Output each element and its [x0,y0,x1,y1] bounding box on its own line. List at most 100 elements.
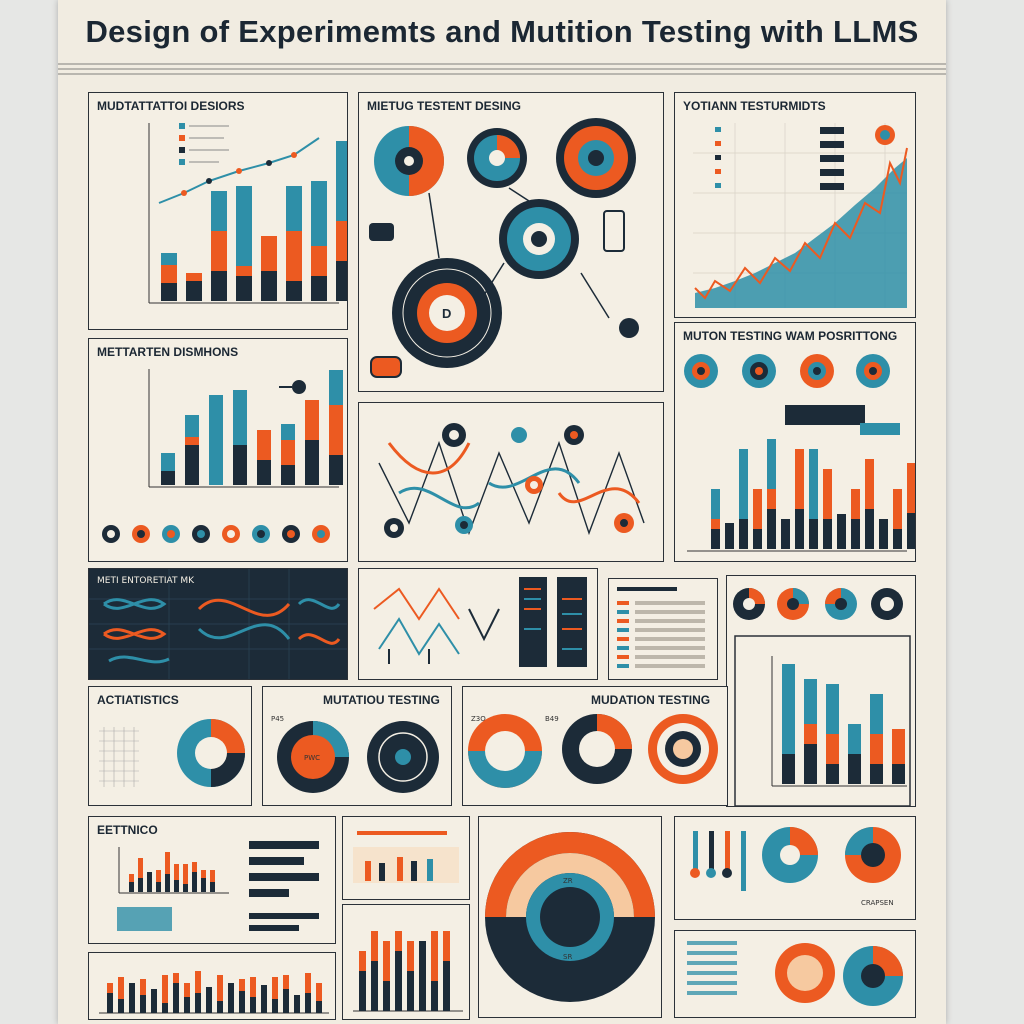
bar-segment [138,858,143,878]
panel-entoretiat: METI ENTORETIAT MK [88,568,348,680]
panel-gauges: CRAPSEN [674,816,916,920]
bar-segment [118,977,124,999]
bar-segment [173,973,179,983]
donut-label: ZR [563,877,573,885]
bar-segment [870,764,883,784]
bar-segment [233,390,247,445]
bar-segment [211,231,227,271]
panel-mutatiou-testing: MUTATIOU TESTING P45 PWC [262,686,452,806]
bar-segment [236,186,252,266]
table-row-marker [617,646,629,650]
table-row-line [635,646,705,650]
bar-segment [739,449,748,519]
bar-segment [826,684,839,734]
bar-segment [431,931,438,981]
panel-title: METI ENTORETIAT MK [97,576,195,586]
bar-segment [711,529,720,549]
bar-segment [767,509,776,549]
panel-donut-legend [726,575,916,807]
donut-bar-panel [733,588,911,806]
bar-segment [443,931,450,961]
bar-segment [336,261,347,301]
table-row-marker [617,628,629,632]
bar-segment [782,664,795,754]
thermometer-icons [690,831,746,891]
poster: Design of Experimemts and Mutition Testi… [58,0,946,1024]
bar-segment [201,870,206,878]
panel-tree-diagram [358,568,598,680]
bar-segment [257,460,271,485]
panel-title: METTARTEN DISMHONS [97,345,239,359]
panel-title: MUTON TESTING WAM POSRITTONG [683,329,898,343]
bar-segment [781,519,790,549]
bar-segment [907,463,915,513]
bar-segment [329,405,343,455]
bar-segment [261,236,277,271]
bar-segment [250,977,256,997]
mini-bar-chart [353,831,459,883]
bar-segment [156,870,161,882]
caption-label: CRAPSEN [861,899,894,907]
bar-segment [147,872,152,892]
donut-row: Z3Q B49 [468,714,718,788]
bar-segment [823,519,832,549]
bar-segment [892,729,905,764]
bar-segment [407,971,414,1011]
bar-segment [161,253,177,265]
bar-segment [185,437,199,445]
bar-segment [206,987,212,1013]
bar-segment [281,465,295,485]
table-row-marker [617,664,629,668]
bar-segment [809,449,818,519]
bar-segment [804,724,817,744]
graph-nodes [384,423,634,538]
bar-segment [286,186,302,231]
bar-segment [893,489,902,529]
circle-network-diagram: D [369,118,639,378]
bar-segment [371,931,378,961]
bar-segment [228,983,234,1013]
bar-segment [286,231,302,281]
bar-segment [186,281,202,301]
table-row-marker [617,619,629,623]
bar-segment [795,509,804,549]
bar-segment [186,273,202,281]
bar-segment [257,430,271,460]
bar-segment [892,764,905,784]
tree-diagram [373,577,587,667]
bar-segment [359,971,366,1011]
target-main: D [392,258,502,368]
panel-actiatistics: ACTIATISTICS [88,686,252,806]
legend-column [557,577,587,667]
bar-segment [129,983,135,1013]
bar-segment [865,509,874,549]
bar-segment [782,754,795,784]
bar-segment [329,455,343,485]
panel-mutation-testing: MUDATION TESTING Z3Q B49 [462,686,728,806]
donut-a [374,126,444,196]
flower-icons [684,354,890,388]
panel-title: ACTIATISTICS [97,693,179,707]
donut-b [467,128,527,188]
bar-segment [151,989,157,1013]
table-row-marker [617,637,629,641]
bar-segment [161,265,177,283]
node-box [370,356,402,378]
panel-node-graph [358,402,664,562]
mini-donuts [733,588,903,620]
donut-d [499,199,579,279]
list-donut [687,941,903,1006]
node-box [603,210,625,252]
bar-segment [711,519,720,529]
bar-segment [183,884,188,892]
bar-segment [739,519,748,549]
bar-segment [174,864,179,880]
bar-segment [795,449,804,509]
table-row-line [635,619,705,623]
bar-segment [725,523,734,549]
panel-eettnico: EETTNICO [88,816,336,944]
panel-mutation-designs: MUDTATTATTOI DESIORS [88,92,348,330]
bar-segment [185,415,199,437]
node-dot [619,318,639,338]
bar-segment [184,983,190,997]
